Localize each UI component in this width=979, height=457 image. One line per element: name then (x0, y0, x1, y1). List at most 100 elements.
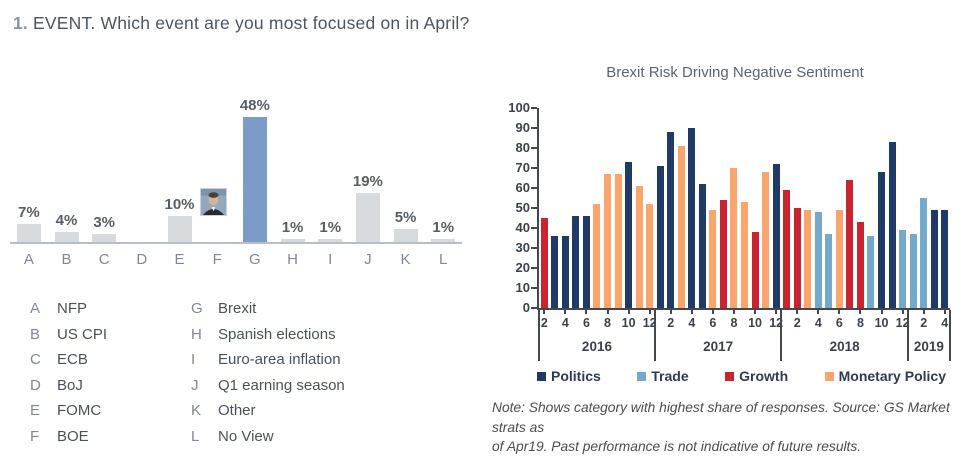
x-tick-label-2018-10: 10 (874, 316, 889, 330)
sentiment-chart-legend: Politics Trade Growth Monetary Policy (537, 368, 946, 384)
x-label-j: J (364, 251, 372, 268)
sentiment-bar-2018-6 (835, 210, 843, 308)
year-label-2017: 2017 (703, 339, 734, 354)
sentiment-bar-2018-1 (783, 190, 791, 308)
legend-swatch (725, 371, 735, 381)
key-label: FOMC (57, 402, 102, 420)
x-tick-label-2018-4: 4 (814, 316, 822, 330)
year-divider (949, 310, 951, 361)
sentiment-bar-2017-2 (667, 132, 675, 308)
y-tick-mark (531, 287, 537, 289)
sentiment-bar-2019-3 (930, 210, 938, 308)
event-bar-j (355, 192, 380, 242)
bar-value-label-i: 1% (319, 219, 342, 237)
key-item-j: J Q1 earning season (191, 373, 345, 399)
key-label: Q1 earning season (218, 376, 345, 394)
key-letter: J (191, 376, 199, 394)
event-bar-i (318, 239, 343, 242)
sentiment-chart-y-axis: 100 90 80 70 60 50 40 30 20 10 0 (490, 100, 530, 315)
key-label: ECB (57, 351, 88, 369)
x-tick-label-2018-8: 8 (856, 316, 864, 330)
key-letter: D (30, 376, 41, 394)
x-tick-label-2016-6: 6 (582, 316, 590, 330)
y-tick-label-10: 10 (515, 280, 530, 295)
x-tick-mark (922, 310, 925, 314)
sentiment-bar-chart: 100 90 80 70 60 50 40 30 20 10 0 2 4 6 8 10 12 2016 2 4 6 8 1… (490, 100, 970, 368)
year-label-2018: 2018 (829, 339, 860, 354)
legend-label: Growth (739, 368, 789, 384)
sentiment-bar-2016-5 (572, 216, 580, 308)
legend-item-politics: Politics (537, 368, 601, 384)
event-bar-column-j: 19% (349, 94, 387, 242)
bar-value-label-g: 48% (239, 97, 270, 115)
event-bar-k (393, 229, 418, 242)
legend-swatch (824, 371, 834, 381)
x-tick-label-2018-2: 2 (793, 316, 801, 330)
bar-value-label-k: 5% (394, 209, 417, 226)
sentiment-bar-2016-10 (625, 162, 633, 308)
event-bar-h (280, 239, 305, 242)
y-tick-label-70: 70 (515, 160, 530, 175)
x-tick-label-2016-10: 10 (621, 316, 636, 330)
x-tick-label-2017-10: 10 (748, 316, 763, 330)
x-label-l: L (439, 251, 448, 268)
sentiment-bar-2018-2 (793, 208, 801, 308)
key-item-g: G Brexit (191, 296, 345, 322)
y-tick-mark (531, 147, 537, 149)
x-label-i: I (328, 251, 333, 268)
event-bar-column-g: 48% (236, 94, 274, 242)
sentiment-bar-2016-11 (635, 186, 643, 308)
x-label-k: K (400, 251, 411, 268)
key-item-e: E FOMC (30, 398, 191, 424)
year-divider (653, 310, 656, 361)
x-tick-label-2019-4: 4 (941, 316, 949, 330)
x-tick-label-2017-2: 2 (667, 316, 675, 330)
sentiment-bar-2018-7 (846, 180, 854, 308)
event-bar-column-d (123, 94, 161, 242)
x-tick-mark (901, 310, 904, 314)
sentiment-bar-2016-2 (540, 218, 548, 308)
legend-item-monetary-policy: Monetary Policy (824, 368, 946, 384)
sentiment-bar-2017-4 (688, 128, 696, 308)
sentiment-bar-2016-12 (646, 204, 654, 308)
sentiment-chart-title: Brexit Risk Driving Negative Sentiment (606, 64, 864, 81)
bar-value-label-j: 19% (352, 172, 383, 190)
x-label-b: B (61, 251, 72, 268)
x-tick-label-2018-6: 6 (835, 316, 843, 330)
year-divider (780, 310, 783, 361)
x-tick-label-2016-8: 8 (604, 316, 611, 330)
x-label-e: E (174, 251, 185, 268)
x-tick-mark (627, 310, 630, 314)
legend-item-growth: Growth (725, 368, 788, 384)
x-tick-label-2017-6: 6 (709, 316, 717, 330)
sentiment-bar-2018-9 (867, 236, 875, 308)
event-bar-column-b: 4% (48, 94, 86, 242)
y-tick-mark (531, 267, 537, 269)
x-tick-mark (732, 310, 735, 314)
x-tick-label-2017-12: 12 (769, 316, 784, 330)
key-letter: F (30, 427, 40, 445)
event-bar-l (431, 239, 456, 242)
sentiment-bar-2017-12 (772, 164, 780, 308)
event-bar-chart: 7% 4% 3% 10% 48% 1% 1% 19% 5% 1% A B C D E F G H I J K L (10, 94, 462, 268)
year-divider (906, 310, 909, 361)
y-tick-label-60: 60 (515, 180, 530, 195)
y-tick-mark (531, 107, 537, 109)
sentiment-bar-2019-2 (920, 198, 928, 308)
y-tick-mark (531, 167, 537, 169)
y-tick-label-20: 20 (515, 260, 530, 275)
legend-label: Trade (651, 368, 689, 384)
event-key-column-1: A NFP B US CPI C ECB D BoJ E FOMC F BOE (30, 296, 191, 450)
bar-value-label-c: 3% (93, 214, 116, 232)
sentiment-bar-2017-1 (656, 166, 664, 308)
x-label-g: G (249, 251, 261, 268)
sentiment-bar-2017-8 (730, 168, 738, 308)
key-item-k: K Other (191, 398, 345, 424)
key-letter: G (191, 300, 203, 317)
bar-value-label-a: 7% (17, 203, 40, 221)
bar-value-label-l: 1% (432, 219, 455, 237)
sentiment-bar-2016-6 (582, 216, 590, 308)
key-label: BOE (57, 427, 89, 445)
year-label-2019: 2019 (913, 339, 944, 354)
y-tick-mark (531, 207, 537, 209)
